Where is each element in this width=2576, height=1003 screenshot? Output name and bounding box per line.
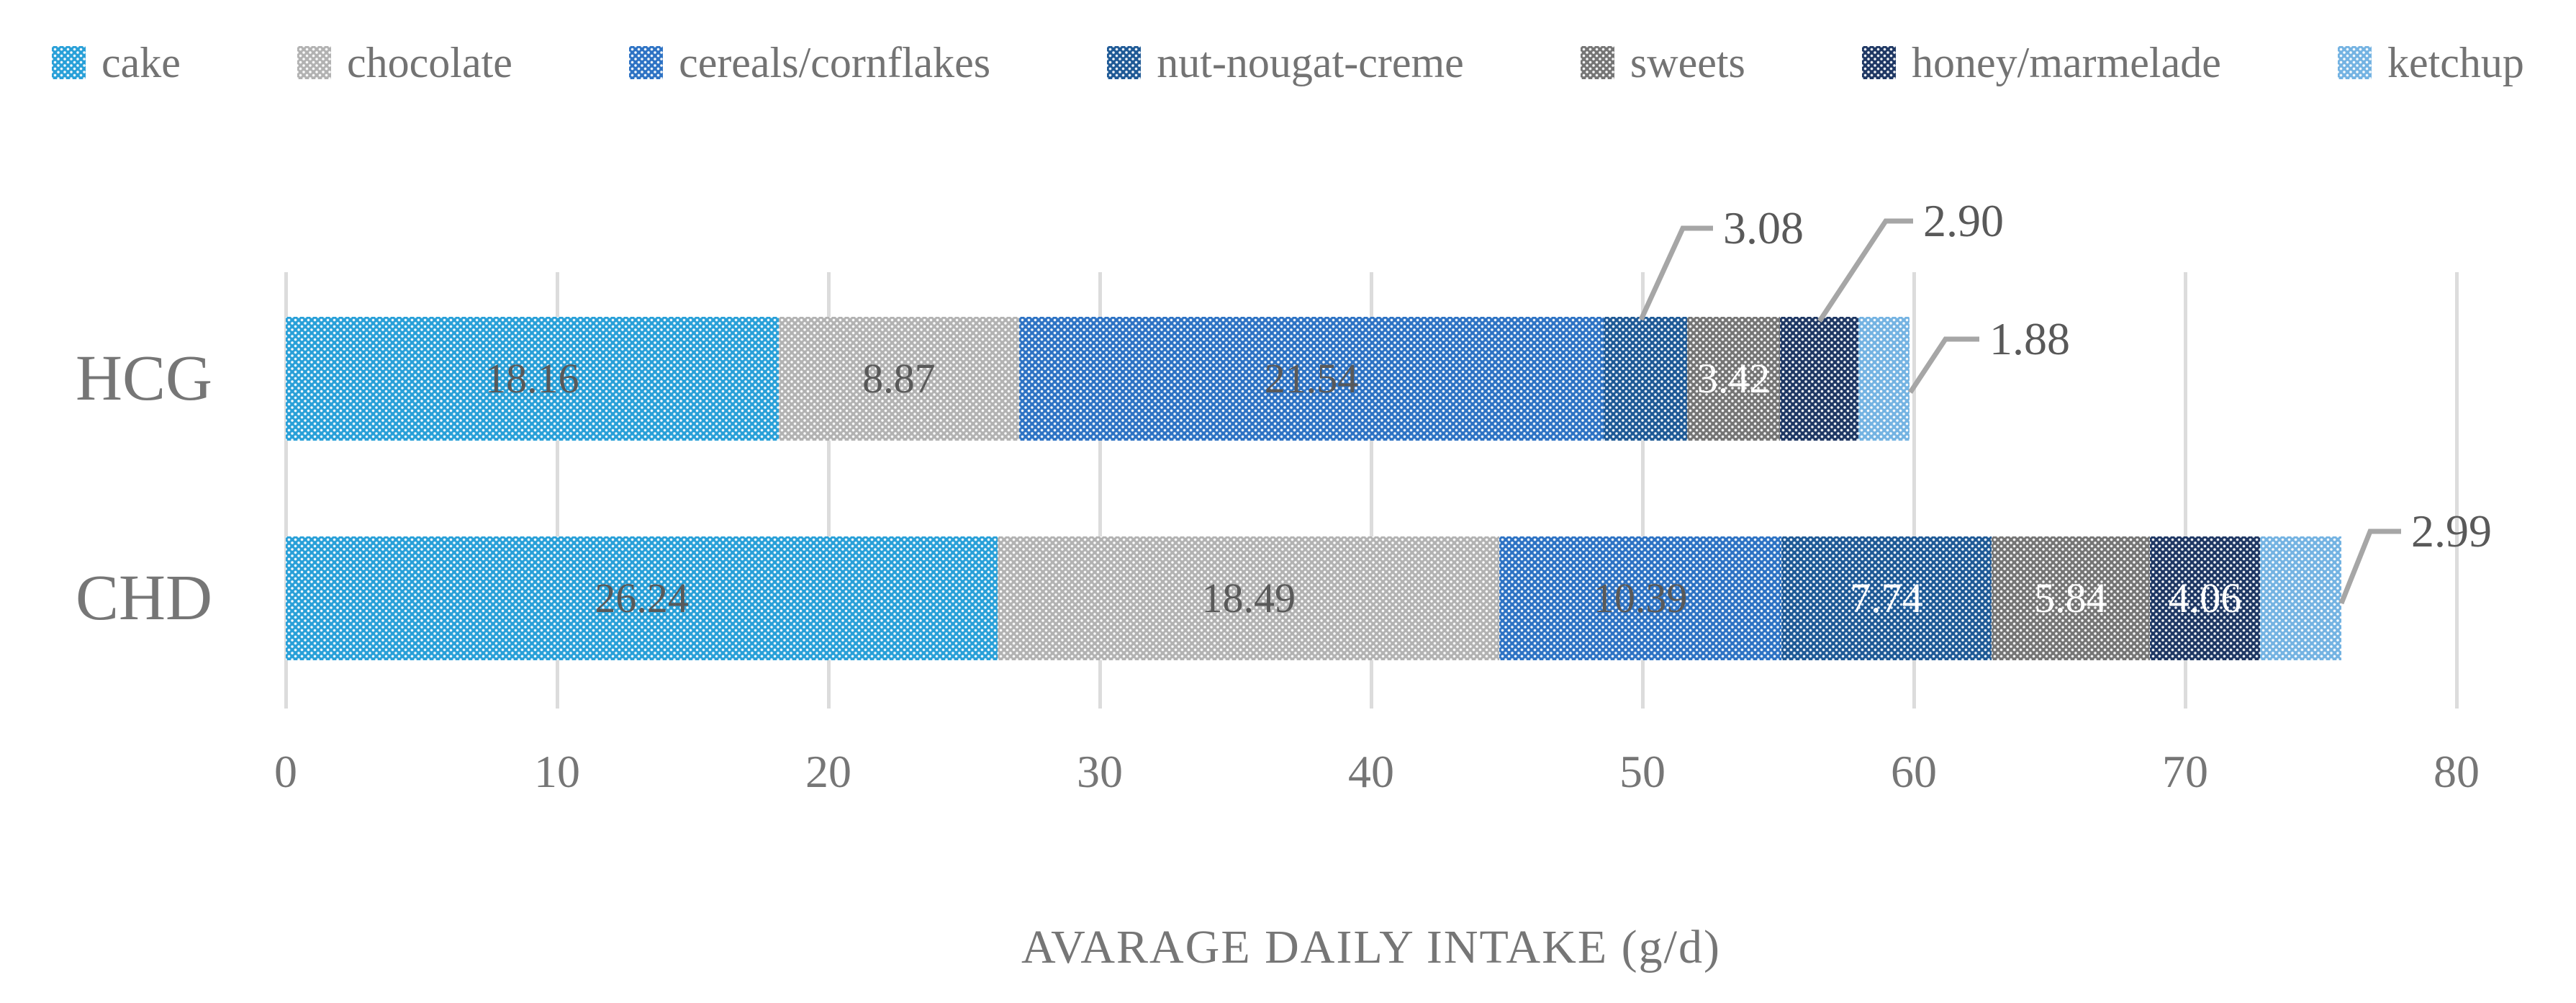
- bar-segment-HCG-chocolate: 8.87: [778, 317, 1020, 441]
- legend-item-sweets: sweets: [1580, 39, 1745, 86]
- legend-label: cereals/cornflakes: [679, 39, 991, 86]
- bar-segment-HCG-cereals/cornflakes: 21.54: [1019, 317, 1604, 441]
- legend-label: nut-nougat-creme: [1157, 39, 1464, 86]
- x-tick-label-60: 60: [1891, 746, 1937, 797]
- legend-label: chocolate: [347, 39, 512, 86]
- bar-value-label: 21.54: [1264, 355, 1359, 402]
- leader-line-HCG-nut-nougat-creme: [1638, 225, 1713, 321]
- legend-label: sweets: [1630, 39, 1745, 86]
- gridline-10: [555, 272, 559, 709]
- bar-segment-CHD-nut-nougat-creme: 7.74: [1781, 536, 1992, 660]
- legend-swatch-icon: [1107, 46, 1142, 79]
- bar-value-label: 4.06: [2168, 575, 2242, 621]
- bar-value-label: 3.42: [1696, 355, 1771, 402]
- bar-segment-HCG-cake: 18.16: [286, 317, 779, 441]
- bar-row-HCG: 18.16 8.87 21.54 3.42: [286, 317, 1910, 441]
- legend-label: honey/marmelade: [1912, 39, 2221, 86]
- bar-value-label: 26.24: [595, 575, 689, 621]
- gridline-0: [284, 272, 288, 709]
- legend-label: ketchup: [2387, 39, 2524, 86]
- bar-value-label: 18.16: [485, 355, 579, 402]
- x-tick-label-40: 40: [1348, 746, 1394, 797]
- bar-row-CHD: 26.24 18.49 10.39 7.74 5.84 4.06: [286, 536, 2341, 660]
- category-label-HCG: HCG: [75, 343, 213, 414]
- leader-line-HCG-ketchup: [1908, 336, 1979, 394]
- callout-value-CHD-ketchup: 2.99: [2411, 505, 2492, 557]
- legend-swatch-icon: [629, 46, 664, 79]
- legend-item-cake: cake: [52, 41, 181, 84]
- gridline-20: [826, 272, 831, 709]
- bar-segment-CHD-ketchup: [2259, 536, 2341, 660]
- callout-value-HCG-nut-nougat-creme: 3.08: [1723, 202, 1804, 253]
- legend-swatch-icon: [2337, 46, 2372, 79]
- x-tick-label-10: 10: [534, 746, 580, 797]
- x-tick-label-20: 20: [805, 746, 851, 797]
- x-tick-label-30: 30: [1077, 746, 1123, 797]
- bar-segment-HCG-sweets: 3.42: [1687, 317, 1781, 441]
- category-label-CHD: CHD: [75, 562, 213, 634]
- gridline-30: [1098, 272, 1102, 709]
- bar-value-label: 7.74: [1850, 575, 1923, 621]
- x-tick-label-80: 80: [2433, 746, 2480, 797]
- bar-segment-HCG-nut-nougat-creme: [1604, 317, 1688, 441]
- legend-item-honey/marmelade: honey/marmelade: [1862, 41, 2221, 84]
- bar-value-label: 18.49: [1201, 575, 1296, 621]
- x-tick-label-70: 70: [2162, 746, 2208, 797]
- bar-value-label: 5.84: [2034, 575, 2107, 621]
- leader-line-HCG-honey/marmelade: [1817, 218, 1913, 323]
- chart-legend: cake chocolate cereals/cornflakes nut-nouga…: [0, 20, 2576, 105]
- gridline-60: [1912, 272, 1916, 709]
- legend-swatch-icon: [1862, 46, 1897, 79]
- callout-value-HCG-ketchup: 1.88: [1989, 313, 2070, 364]
- bar-segment-CHD-cake: 26.24: [286, 536, 998, 660]
- gridline-50: [1640, 272, 1645, 709]
- gridline-70: [2183, 272, 2187, 709]
- legend-swatch-icon: [1580, 46, 1614, 79]
- bar-segment-CHD-honey/marmelade: 4.06: [2149, 536, 2260, 660]
- gridline-40: [1369, 272, 1373, 709]
- x-axis-title: AVARAGE DAILY INTAKE (g/d): [1021, 921, 1721, 973]
- bar-value-label: 10.39: [1593, 575, 1688, 621]
- legend-swatch-icon: [297, 46, 332, 79]
- leader-line-CHD-ketchup: [2338, 529, 2401, 605]
- bar-segment-CHD-chocolate: 18.49: [998, 536, 1500, 660]
- legend-label: cake: [101, 39, 181, 86]
- legend-swatch-icon: [52, 46, 86, 79]
- gridline-80: [2454, 272, 2459, 709]
- bar-segment-HCG-honey/marmelade: [1780, 317, 1859, 441]
- legend-item-cereals/cornflakes: cereals/cornflakes: [629, 41, 990, 84]
- legend-item-ketchup: ketchup: [2337, 39, 2524, 86]
- bar-segment-HCG-ketchup: [1858, 317, 1910, 441]
- x-tick-label-50: 50: [1619, 746, 1666, 797]
- x-tick-label-0: 0: [274, 746, 297, 797]
- legend-item-chocolate: chocolate: [297, 41, 512, 84]
- bar-segment-CHD-cereals/cornflakes: 10.39: [1499, 536, 1781, 660]
- callout-value-HCG-honey/marmelade: 2.90: [1923, 195, 2004, 246]
- bar-value-label: 8.87: [862, 355, 936, 402]
- bar-segment-CHD-sweets: 5.84: [1991, 536, 2150, 660]
- legend-item-nut-nougat-creme: nut-nougat-creme: [1107, 39, 1464, 86]
